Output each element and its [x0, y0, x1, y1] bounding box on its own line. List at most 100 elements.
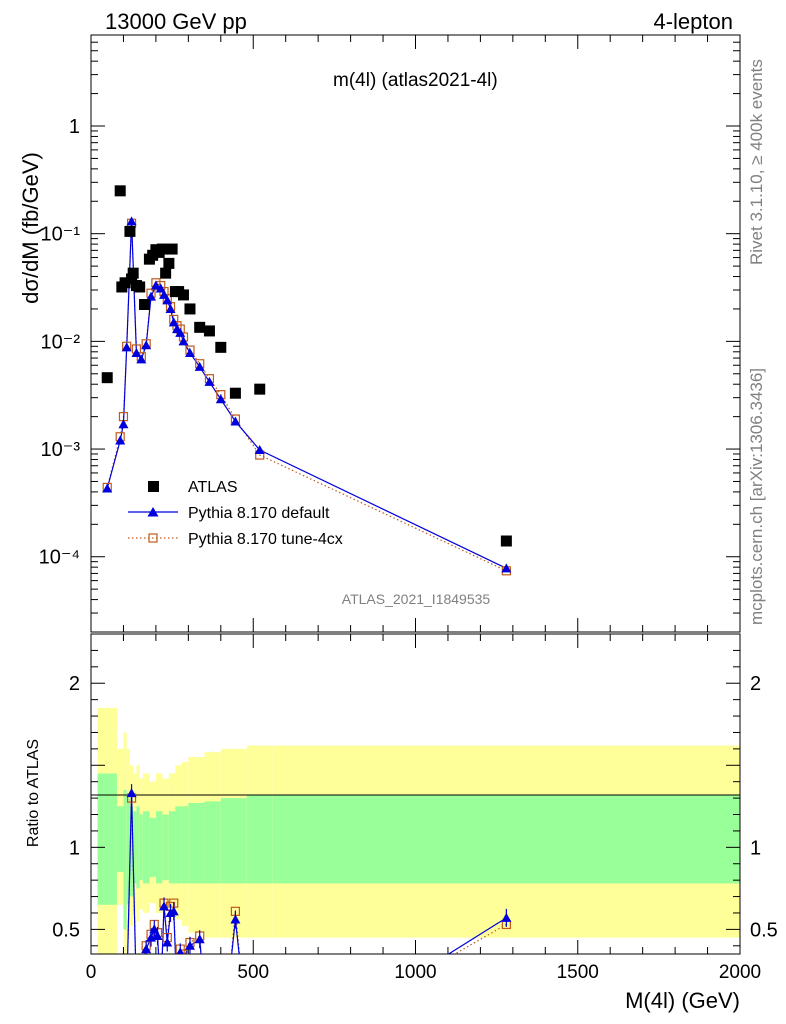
bottom-plot-frame: [90, 633, 741, 955]
ratio-default-point: [194, 934, 205, 944]
y-tick-label: 10⁻¹: [41, 224, 81, 246]
atlas-point: [500, 535, 512, 547]
default-point: [168, 317, 179, 327]
default-point: [155, 283, 166, 293]
default-point: [102, 483, 113, 493]
default-point: [121, 342, 132, 352]
default-point: [159, 289, 170, 299]
atlas-point: [127, 267, 139, 279]
top-plot-frame: [90, 34, 741, 633]
green-band-bin: [133, 811, 137, 884]
legend-atlas-label: ATLAS: [188, 479, 238, 496]
green-band-bin: [123, 789, 127, 930]
default-point: [230, 416, 241, 426]
atlas-point: [254, 383, 266, 395]
ratio-y-tick-label: 2: [69, 673, 80, 695]
x-tick-label: 1000: [394, 962, 436, 983]
ratio-default-point: [501, 912, 512, 922]
green-band-bin: [220, 798, 247, 884]
atlas-point: [194, 321, 206, 333]
green-band-bin: [142, 811, 150, 884]
green-band-bin: [126, 798, 130, 905]
legend-default-label: Pythia 8.170 default: [188, 505, 330, 522]
atlas-point: [156, 243, 168, 255]
ratio-tune-point: [178, 949, 189, 954]
atlas-point: [177, 289, 189, 301]
ratio-plot-marks: [126, 784, 512, 954]
green-band-bin: [129, 806, 134, 897]
default-point: [178, 336, 189, 346]
green-band-bin: [162, 814, 169, 881]
x-tick-label: 1500: [557, 962, 599, 983]
ratio-y-tick-label-right: 1: [750, 837, 761, 859]
green-band-bin: [139, 814, 143, 881]
atlas-point: [124, 225, 136, 237]
y-tick-label: 10⁻²: [41, 331, 81, 353]
header-left: 13000 GeV pp: [105, 9, 247, 34]
atlas-point: [101, 372, 113, 384]
atlas-point: [203, 325, 215, 337]
ratio-default-point: [149, 924, 160, 934]
ratio-default-point: [168, 906, 179, 916]
ratio-y-tick-label-right: 0.5: [750, 919, 778, 941]
watermark: ATLAS_2021_I1849535: [342, 591, 491, 607]
default-point: [194, 361, 205, 371]
atlas-point: [215, 341, 227, 353]
ratio-y-tick-label: 0.5: [52, 919, 80, 941]
y-tick-label: 10⁻³: [41, 439, 81, 461]
default-point: [146, 291, 157, 301]
x-axis-label: M(4l) (GeV): [625, 988, 740, 1013]
green-band-bin: [175, 806, 182, 884]
mcplots-label: mcplots.cern.ch [arXiv:1306.3436]: [747, 368, 766, 625]
green-band-bin: [204, 801, 221, 884]
x-tick-label: 2000: [719, 962, 761, 983]
default-point: [165, 303, 176, 313]
top-plot-marks: [101, 185, 512, 576]
y-tick-label: 10⁻⁴: [39, 547, 80, 569]
legend-default-marker: [147, 507, 159, 517]
default-point: [215, 394, 226, 404]
default-point: [126, 216, 137, 226]
ratio-default-point: [126, 788, 137, 798]
atlas-point: [134, 281, 146, 293]
green-band-bin: [116, 806, 124, 872]
plot-title: m(4l) (atlas2021-4l): [333, 70, 498, 91]
atlas-point: [139, 298, 151, 310]
top-y-axis-label: dσ/dM (fb/GeV): [18, 152, 43, 304]
green-band-bin: [188, 803, 205, 884]
green-band-bin: [155, 811, 163, 884]
ratio-default-point: [162, 937, 173, 947]
ratio-y-tick-label: 1: [69, 837, 80, 859]
rivet-label: Rivet 3.1.10, ≥ 400k events: [747, 59, 766, 265]
ratio-default-point: [184, 940, 195, 950]
atlas-point: [126, 273, 138, 285]
atlas-point: [166, 243, 178, 255]
x-tick-label: 500: [237, 962, 269, 983]
bottom-y-axis-label: Ratio to ATLAS: [25, 739, 42, 847]
x-tick-label: 0: [86, 962, 97, 983]
ratio-uncertainty-bands: [97, 707, 740, 954]
atlas-point: [114, 185, 126, 197]
ratio-default-point: [159, 901, 170, 911]
default-point: [141, 340, 152, 350]
legend-atlas-marker: [148, 481, 159, 492]
green-band-bin: [181, 806, 189, 884]
default-point: [204, 376, 215, 386]
atlas-point: [147, 249, 159, 261]
header-right: 4-lepton: [653, 9, 733, 34]
default-point: [150, 280, 161, 290]
atlas-point: [163, 257, 175, 269]
default-point: [254, 444, 265, 454]
green-band-bin: [97, 773, 117, 905]
default-point: [115, 435, 126, 445]
atlas-point: [160, 267, 172, 279]
green-band-bin: [272, 794, 740, 884]
legend-tune-label: Pythia 8.170 tune-4cx: [188, 531, 343, 548]
ratio-default-point: [176, 947, 184, 954]
green-band-bin: [149, 817, 156, 877]
default-point: [501, 563, 512, 573]
atlas-point: [184, 303, 196, 315]
default-point: [136, 354, 147, 364]
default-point: [175, 327, 186, 337]
